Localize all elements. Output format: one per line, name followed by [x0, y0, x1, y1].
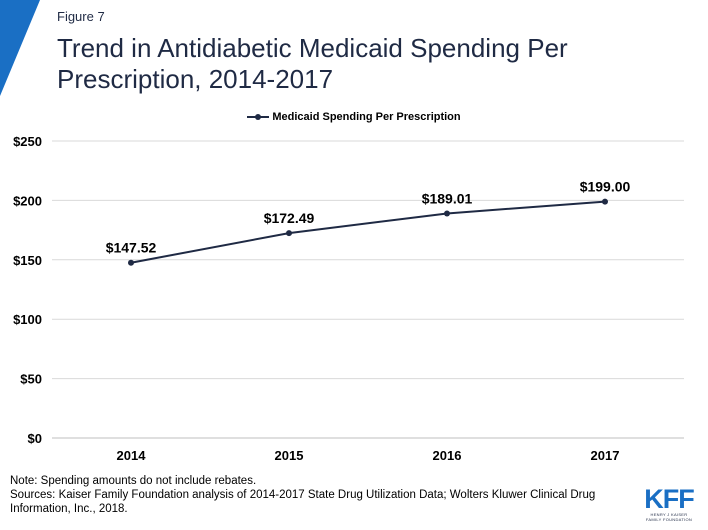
x-tick-label: 2016 — [433, 448, 462, 463]
y-tick-label: $150 — [13, 253, 42, 268]
data-label: $172.49 — [264, 210, 315, 226]
x-tick-label: 2015 — [275, 448, 304, 463]
kff-logo: KFF HENRY J KAISER FAMILY FOUNDATION — [638, 484, 700, 523]
data-point — [128, 259, 134, 266]
y-tick-label: $200 — [13, 193, 42, 208]
footnote: Note: Spending amounts do not include re… — [10, 474, 620, 516]
figure-label: Figure 7 — [57, 9, 105, 24]
data-point — [286, 230, 292, 237]
series-line — [130, 200, 606, 264]
logo-mark: KFF — [644, 484, 694, 514]
y-tick-label: $50 — [20, 372, 42, 387]
y-tick-label: $0 — [28, 431, 42, 446]
legend-label: Medicaid Spending Per Prescription — [272, 111, 461, 123]
y-tick-label: $250 — [13, 134, 42, 149]
x-tick-label: 2014 — [117, 448, 147, 463]
data-point — [444, 210, 450, 217]
chart-title: Trend in Antidiabetic Medicaid Spending … — [57, 33, 568, 94]
legend-line-marker — [247, 112, 270, 122]
note-text: Note: Spending amounts do not include re… — [10, 475, 257, 487]
y-tick-label: $100 — [13, 312, 42, 327]
x-tick-label: 2017 — [591, 448, 620, 463]
chart-legend: Medicaid Spending Per Prescription — [0, 111, 708, 123]
data-label: $147.52 — [106, 240, 157, 256]
data-label: $199.00 — [580, 179, 631, 195]
sources-text: Sources: Kaiser Family Foundation analys… — [10, 489, 596, 515]
logo-subtitle-1: HENRY J KAISER — [650, 512, 688, 517]
data-label: $189.01 — [422, 190, 473, 206]
data-point — [602, 198, 608, 205]
corner-accent — [0, 0, 40, 96]
logo-subtitle-2: FAMILY FOUNDATION — [645, 517, 693, 522]
